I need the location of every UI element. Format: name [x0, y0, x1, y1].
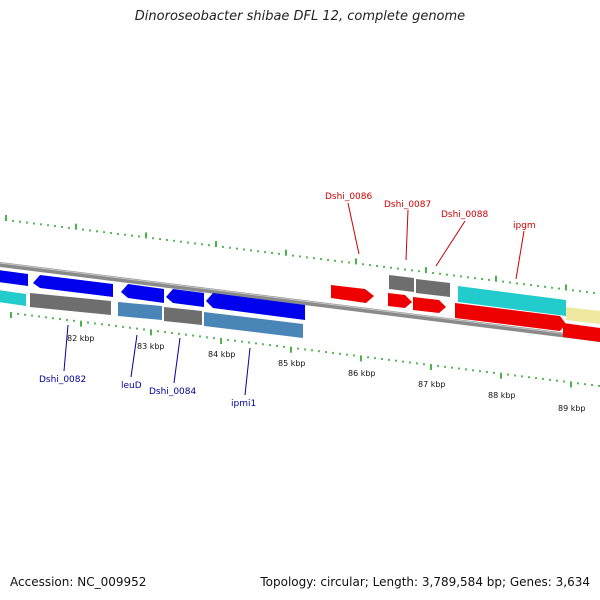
gene-arrow-blue-leud-upper[interactable]: [121, 284, 164, 303]
kbp-label-88: 88 kbp: [488, 391, 516, 400]
cds-steelblue-ipmi1[interactable]: [204, 312, 303, 338]
genome-stats-text: Topology: circular; Length: 3,789,584 bp…: [260, 575, 590, 589]
cds-cyan-ipgm[interactable]: [458, 286, 566, 316]
kbp-label-83: 83 kbp: [137, 342, 165, 351]
kbp-label-85: 85 kbp: [278, 359, 306, 368]
leader-line-dshi-0087: [405, 209, 409, 261]
leader-line-dshi-0088: [435, 220, 466, 267]
leader-line-leud: [130, 334, 138, 378]
gene-arrow-red-dshi-0086[interactable]: [331, 285, 374, 303]
gene-label-leud[interactable]: leuD: [121, 381, 142, 391]
gene-arrow-blue-ipmi1-upper[interactable]: [206, 293, 305, 320]
leader-line-ipmi1: [244, 347, 251, 396]
cds-steelblue-leud[interactable]: [118, 302, 162, 320]
gene-grey-dshi-0088[interactable]: [416, 279, 450, 297]
gene-grey-dshi-0084[interactable]: [164, 307, 202, 325]
kbp-label-89: 89 kbp: [558, 404, 586, 413]
leader-line-dshi-0082: [63, 324, 69, 372]
kbp-label-84: 84 kbp: [208, 350, 236, 359]
genome-title: Dinoroseobacter shibae DFL 12, complete …: [134, 9, 466, 24]
gene-label-dshi-0082[interactable]: Dshi_0082: [39, 375, 86, 385]
upper-tick-marks: [5, 215, 595, 294]
kbp-label-87: 87 kbp: [418, 380, 446, 389]
gene-label-dshi-0084[interactable]: Dshi_0084: [149, 387, 197, 397]
kbp-label-82: 82 kbp: [67, 334, 95, 343]
gene-label-ipmi1[interactable]: ipmi1: [231, 399, 256, 409]
gene-grey-dshi-0082[interactable]: [30, 293, 111, 315]
leader-line-dshi-0086: [347, 202, 360, 255]
leader-line-dshi-0084: [173, 337, 181, 384]
cds-cyan-left-edge[interactable]: [0, 290, 26, 306]
gene-arrow-blue-dshi-0084-upper[interactable]: [166, 289, 204, 307]
gene-arrow-red-right-edge[interactable]: [563, 323, 600, 342]
gene-arrow-red-dshi-0088[interactable]: [413, 297, 446, 313]
gene-label-dshi-0086[interactable]: Dshi_0086: [325, 192, 373, 202]
gene-arrow-red-dshi-0087[interactable]: [388, 293, 412, 308]
gene-grey-dshi-0087[interactable]: [389, 275, 414, 292]
gene-arrow-red-ipgm[interactable]: [455, 303, 566, 331]
leader-line-ipgm: [515, 230, 525, 280]
gene-arrow-blue-left-edge[interactable]: [0, 270, 28, 286]
genome-backbone-highlight: [0, 262, 600, 339]
gene-label-dshi-0087[interactable]: Dshi_0087: [384, 200, 431, 210]
lower-tick-marks: [10, 312, 600, 388]
gene-label-dshi-0088[interactable]: Dshi_0088: [441, 210, 489, 220]
gene-arrow-blue[interactable]: [33, 275, 113, 297]
gene-label-ipgm[interactable]: ipgm: [513, 221, 536, 231]
accession-text: Accession: NC_009952: [10, 575, 147, 589]
feature-pale-yellow[interactable]: [566, 307, 600, 324]
kbp-label-86: 86 kbp: [348, 369, 376, 378]
